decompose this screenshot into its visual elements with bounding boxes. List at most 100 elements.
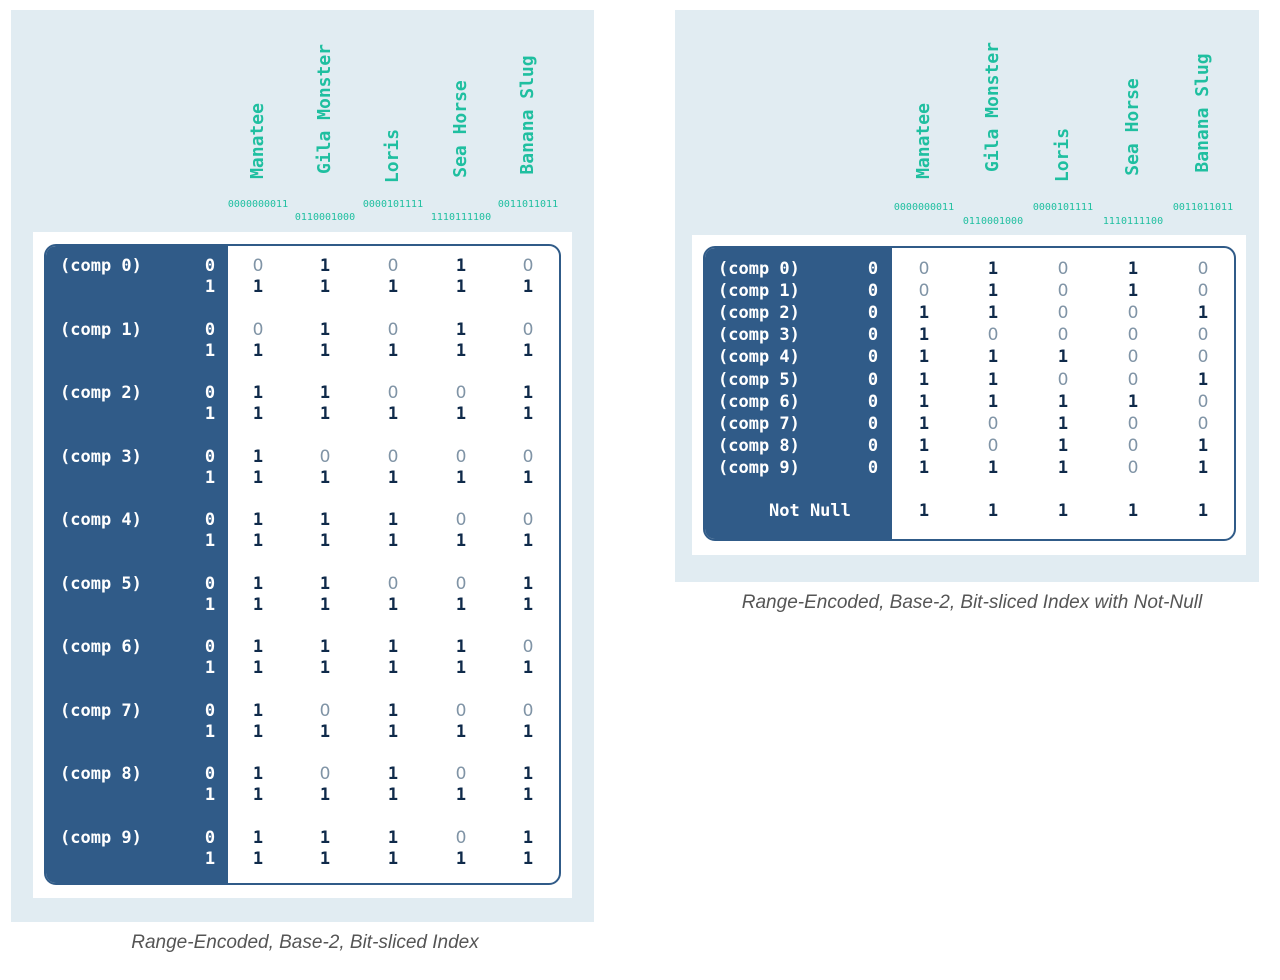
bit-cell: 0 (1127, 457, 1139, 478)
row-digit: 1 (204, 594, 216, 615)
row-label: (comp 0) (718, 259, 800, 279)
row-label: (comp 5) (718, 369, 800, 390)
bit-cell: 1 (387, 340, 399, 361)
bit-cell: 0 (1127, 435, 1139, 456)
bit-cell: 1 (987, 281, 999, 302)
row-digit: 0 (867, 369, 879, 390)
row-digit: 0 (867, 325, 879, 346)
row-digit: 0 (204, 256, 216, 276)
row-digit: 0 (867, 391, 879, 412)
bit-cell: 1 (1197, 501, 1209, 521)
row-label: (comp 4) (60, 510, 142, 530)
bit-cell: 1 (387, 700, 399, 721)
bit-cell: 1 (522, 340, 534, 361)
bit-cell: 0 (1057, 325, 1069, 346)
bit-cell: 1 (918, 435, 930, 456)
bit-cell: 0 (522, 637, 534, 657)
bit-cell: 0 (387, 319, 399, 340)
bit-cell: 1 (1197, 457, 1209, 478)
row-digit: 0 (204, 510, 216, 530)
row-digit: 0 (204, 764, 216, 784)
bit-cell: 0 (1127, 325, 1139, 346)
bit-cell: 1 (1057, 347, 1069, 368)
left-bit-table (44, 244, 561, 885)
row-digit: 1 (204, 531, 216, 551)
bit-cell: 1 (1127, 391, 1139, 412)
bit-cell: 1 (918, 325, 930, 346)
row-label: (comp 9) (60, 827, 142, 848)
bit-cell: 1 (252, 764, 264, 784)
bit-cell: 0 (455, 700, 467, 721)
bit-cell: 0 (1197, 259, 1209, 279)
row-digit: 0 (204, 319, 216, 340)
row-digit: 1 (204, 404, 216, 424)
row-label: (comp 9) (718, 457, 800, 478)
row-label: (comp 2) (60, 383, 142, 403)
bit-cell: 1 (455, 721, 467, 742)
bit-cell: 0 (1197, 391, 1209, 412)
bit-cell: 0 (252, 319, 264, 340)
bit-cell: 1 (455, 277, 467, 297)
bit-cell: 1 (319, 256, 331, 276)
bit-cell: 1 (319, 658, 331, 678)
row-digit: 0 (867, 303, 879, 324)
bit-cell: 1 (918, 391, 930, 412)
bit-cell: 1 (522, 658, 534, 678)
column-code: 0000000011 (893, 202, 955, 213)
bit-cell: 0 (387, 256, 399, 276)
not-null-label: Not Null (769, 501, 851, 521)
bit-cell: 1 (522, 594, 534, 615)
bit-cell: 1 (252, 277, 264, 297)
bit-cell: 1 (455, 594, 467, 615)
bit-cell: 0 (455, 446, 467, 467)
bit-cell: 0 (455, 827, 467, 848)
column-code: 0110001000 (294, 212, 356, 223)
bit-cell: 1 (1057, 391, 1069, 412)
row-digit: 1 (204, 848, 216, 869)
bit-cell: 1 (522, 467, 534, 488)
bit-cell: 0 (455, 764, 467, 784)
bit-cell: 1 (252, 404, 264, 424)
bit-cell: 1 (522, 827, 534, 848)
bit-cell: 1 (918, 369, 930, 390)
bit-cell: 1 (455, 785, 467, 805)
bit-cell: 1 (319, 277, 331, 297)
bit-cell: 1 (319, 637, 331, 657)
row-digit: 0 (204, 446, 216, 467)
bit-cell: 1 (387, 785, 399, 805)
bit-cell: 1 (252, 785, 264, 805)
bit-cell: 1 (522, 573, 534, 594)
bit-cell: 1 (387, 277, 399, 297)
row-digit: 0 (867, 259, 879, 279)
bit-cell: 1 (918, 457, 930, 478)
bit-cell: 1 (252, 467, 264, 488)
bit-cell: 0 (1057, 369, 1069, 390)
bit-cell: 1 (987, 347, 999, 368)
column-name: Manatee (913, 103, 934, 179)
right-bit-table (703, 246, 1236, 541)
row-label: (comp 7) (60, 700, 142, 721)
row-digit: 0 (867, 457, 879, 478)
column-name: Banana Slug (1192, 53, 1213, 173)
bit-cell: 0 (319, 764, 331, 784)
bit-cell: 1 (387, 764, 399, 784)
bit-cell: 0 (1197, 347, 1209, 368)
bit-cell: 1 (522, 785, 534, 805)
column-name: Banana Slug (517, 55, 538, 175)
bit-cell: 1 (252, 510, 264, 530)
bit-cell: 1 (319, 340, 331, 361)
bit-cell: 1 (1057, 457, 1069, 478)
bit-cell: 1 (522, 721, 534, 742)
bit-cell: 1 (1057, 501, 1069, 521)
bit-cell: 1 (387, 510, 399, 530)
bit-cell: 1 (1127, 281, 1139, 302)
bit-cell: 0 (1127, 413, 1139, 434)
column-code: 1110111100 (430, 212, 492, 223)
bit-cell: 0 (1127, 303, 1139, 324)
column-name: Sea Horse (450, 80, 471, 178)
bit-cell: 1 (918, 501, 930, 521)
bit-cell: 1 (987, 391, 999, 412)
bit-cell: 1 (455, 340, 467, 361)
bit-cell: 1 (319, 531, 331, 551)
